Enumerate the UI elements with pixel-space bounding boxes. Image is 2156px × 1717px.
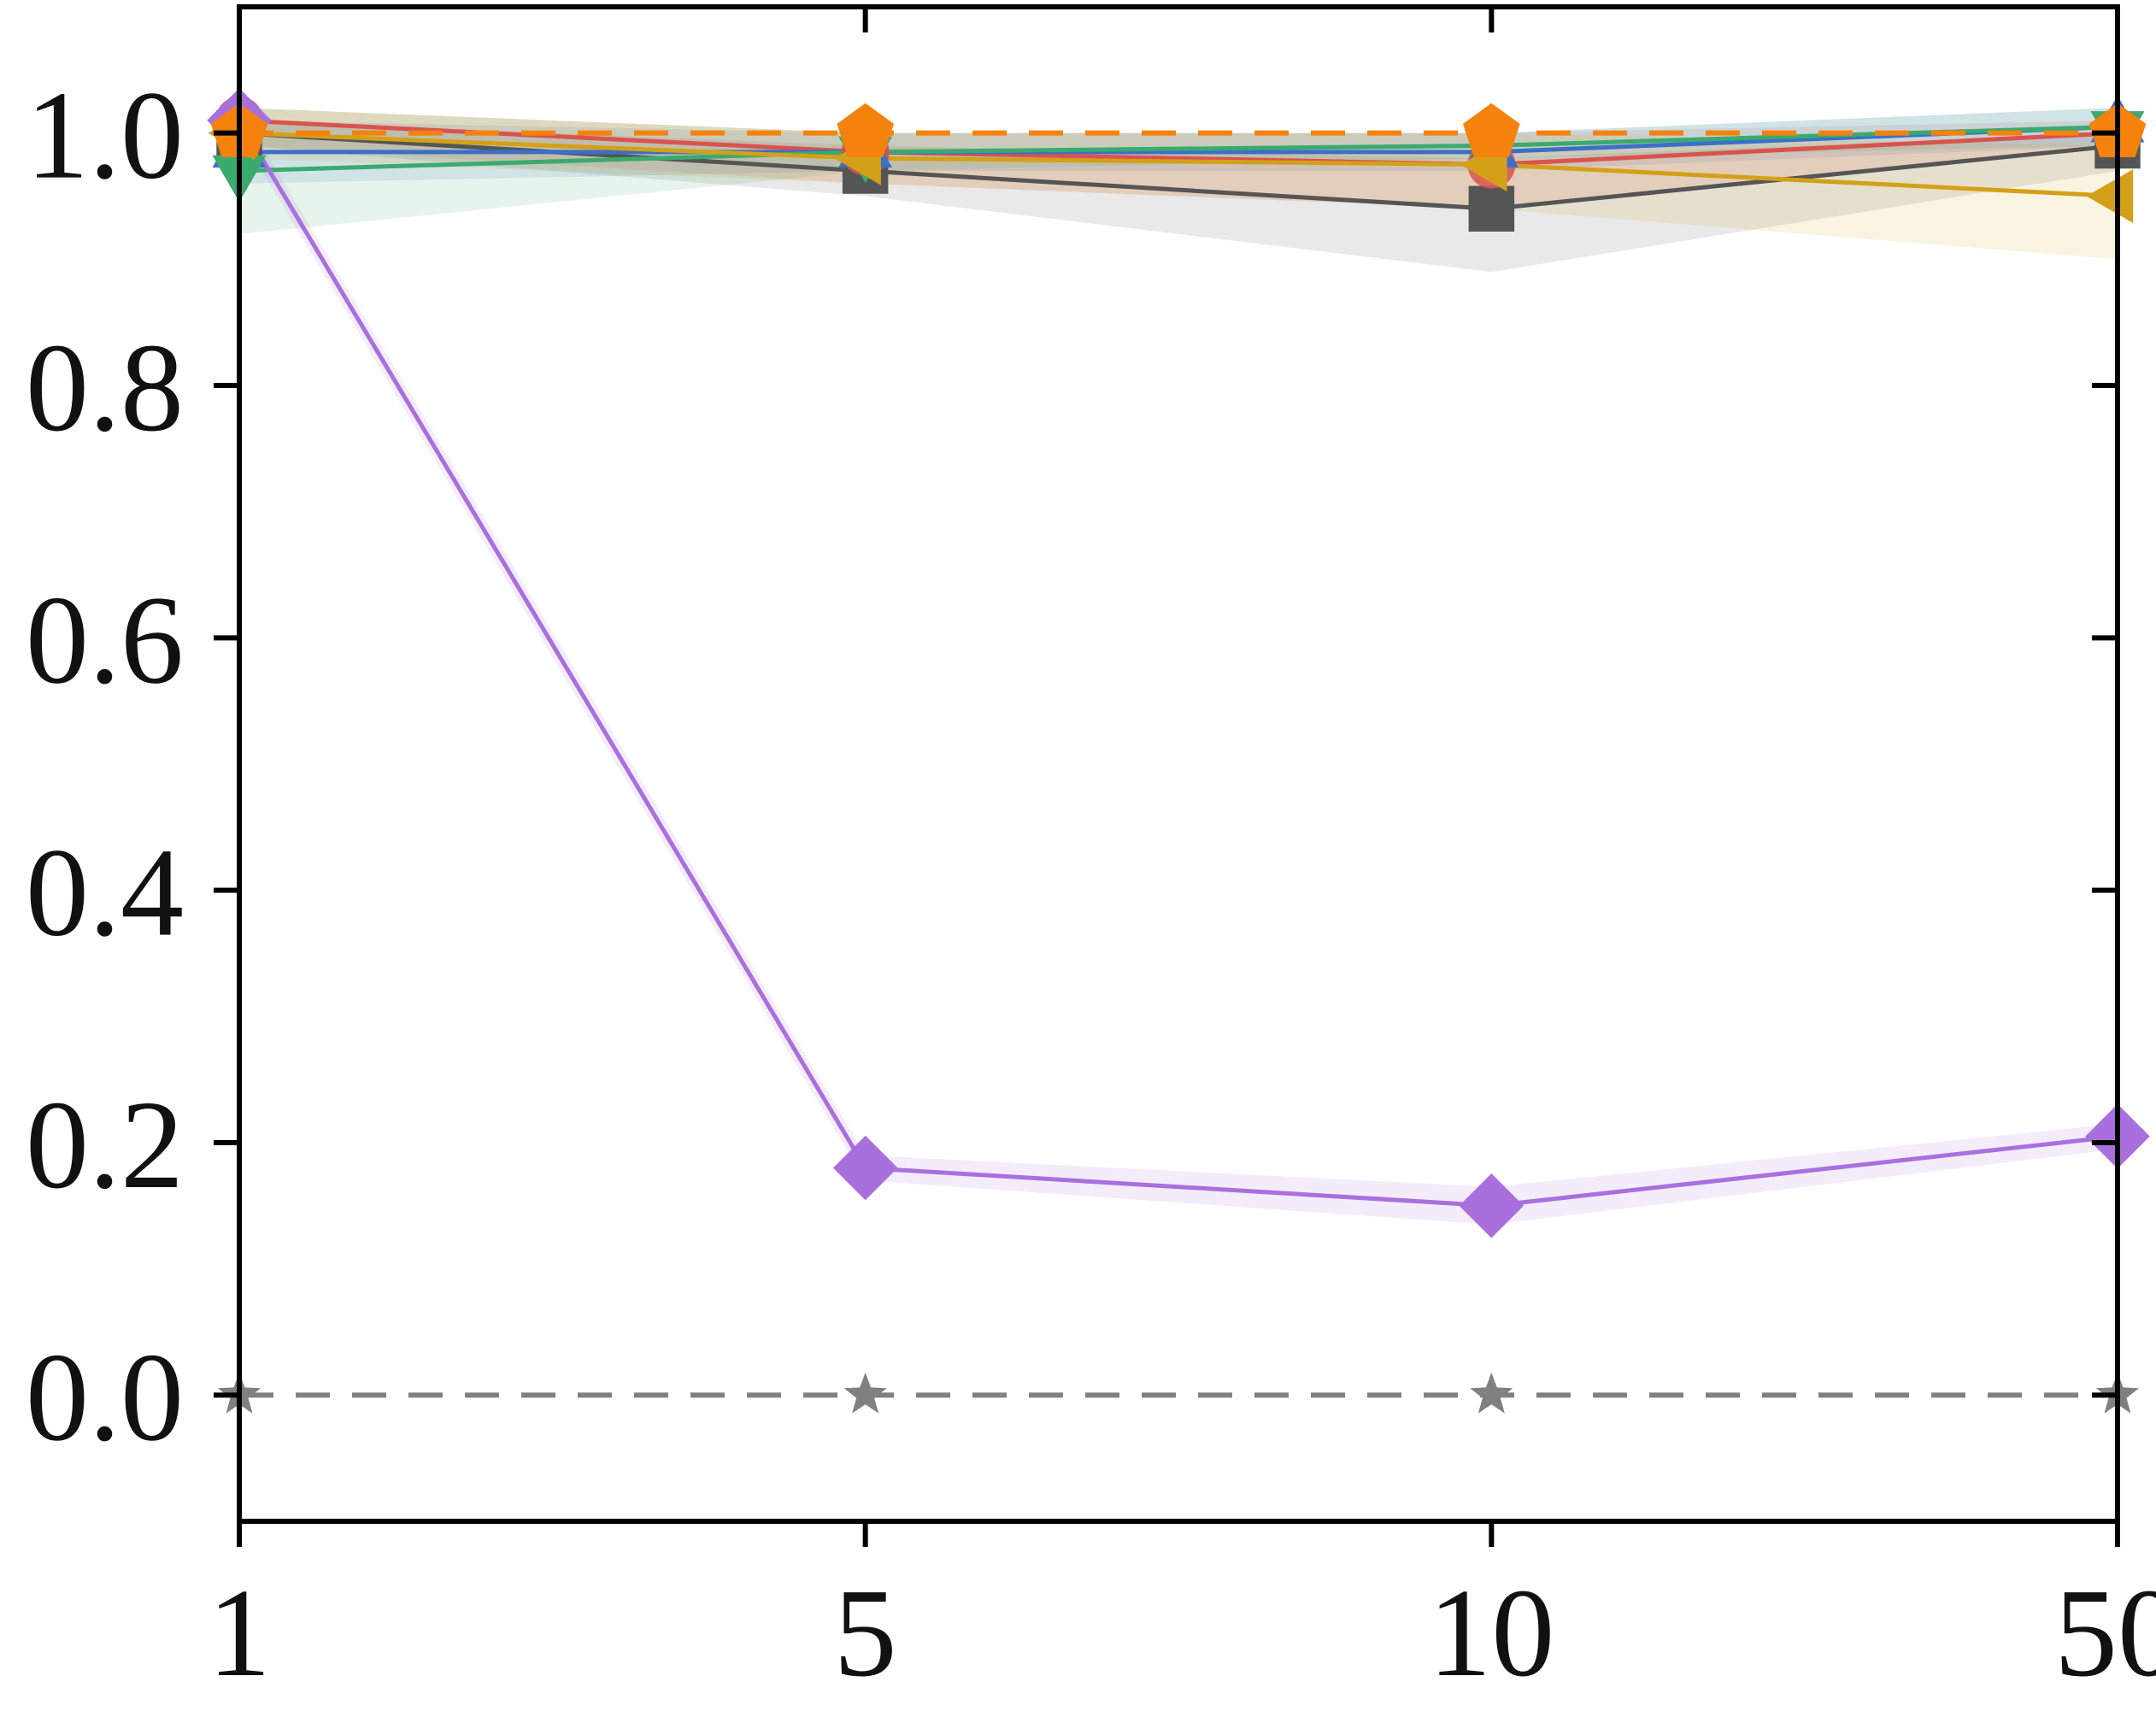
series-4-line xyxy=(238,131,2118,198)
x-tick-label: 1 xyxy=(208,1563,271,1703)
series-3-line xyxy=(238,124,2118,173)
x-tick-label: 5 xyxy=(834,1563,897,1703)
x-tick-labels: 1 5 10 50 xyxy=(208,1563,2156,1703)
series-0-point xyxy=(1468,185,1515,232)
series-5-point xyxy=(1459,1173,1524,1238)
series-markers xyxy=(207,88,2150,1414)
x-tick-label: 50 xyxy=(2054,1563,2156,1703)
y-tick-label: 0.2 xyxy=(26,1075,184,1215)
series-1-line xyxy=(238,118,2118,168)
series-5-band xyxy=(239,108,2118,1225)
y-tick-label: 1.0 xyxy=(26,66,184,206)
series-5-point xyxy=(832,1135,898,1201)
y-tick-labels: 0.0 0.2 0.4 0.6 0.8 1.0 xyxy=(26,66,184,1468)
axis-ticks xyxy=(214,7,2120,1547)
series-5-line xyxy=(237,119,2118,1208)
series-6-point xyxy=(837,103,894,157)
series-7-point xyxy=(843,1372,887,1414)
y-tick-label: 0.0 xyxy=(26,1327,184,1467)
series-lines xyxy=(237,118,2118,1398)
series-2-band xyxy=(239,108,2118,184)
series-6-point xyxy=(1463,103,1520,157)
series-7-point xyxy=(1470,1372,1513,1414)
y-tick-label: 0.6 xyxy=(26,570,184,710)
plot-frame xyxy=(237,4,2120,1524)
y-tick-label: 0.4 xyxy=(26,823,184,963)
confidence-bands xyxy=(239,108,2118,1225)
series-4-point xyxy=(2086,169,2134,223)
y-tick-label: 0.8 xyxy=(26,318,184,458)
series-2-line xyxy=(239,124,2118,155)
x-tick-label: 10 xyxy=(1428,1563,1554,1703)
